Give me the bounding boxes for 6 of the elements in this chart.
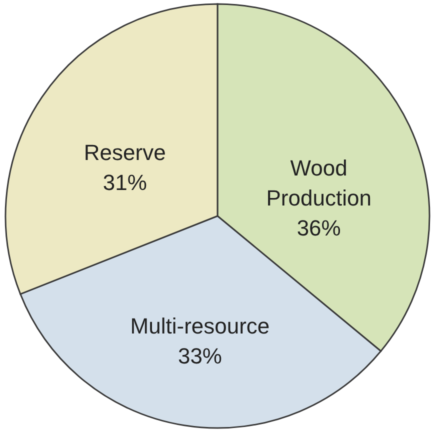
data-label: 33% bbox=[178, 344, 222, 369]
slice-label: Wood Production bbox=[266, 155, 372, 210]
data-label: 36% bbox=[296, 215, 341, 240]
slice-label: Multi-resource bbox=[130, 314, 270, 339]
slice-label: Reserve bbox=[84, 140, 166, 166]
data-label: 31% bbox=[102, 170, 147, 196]
